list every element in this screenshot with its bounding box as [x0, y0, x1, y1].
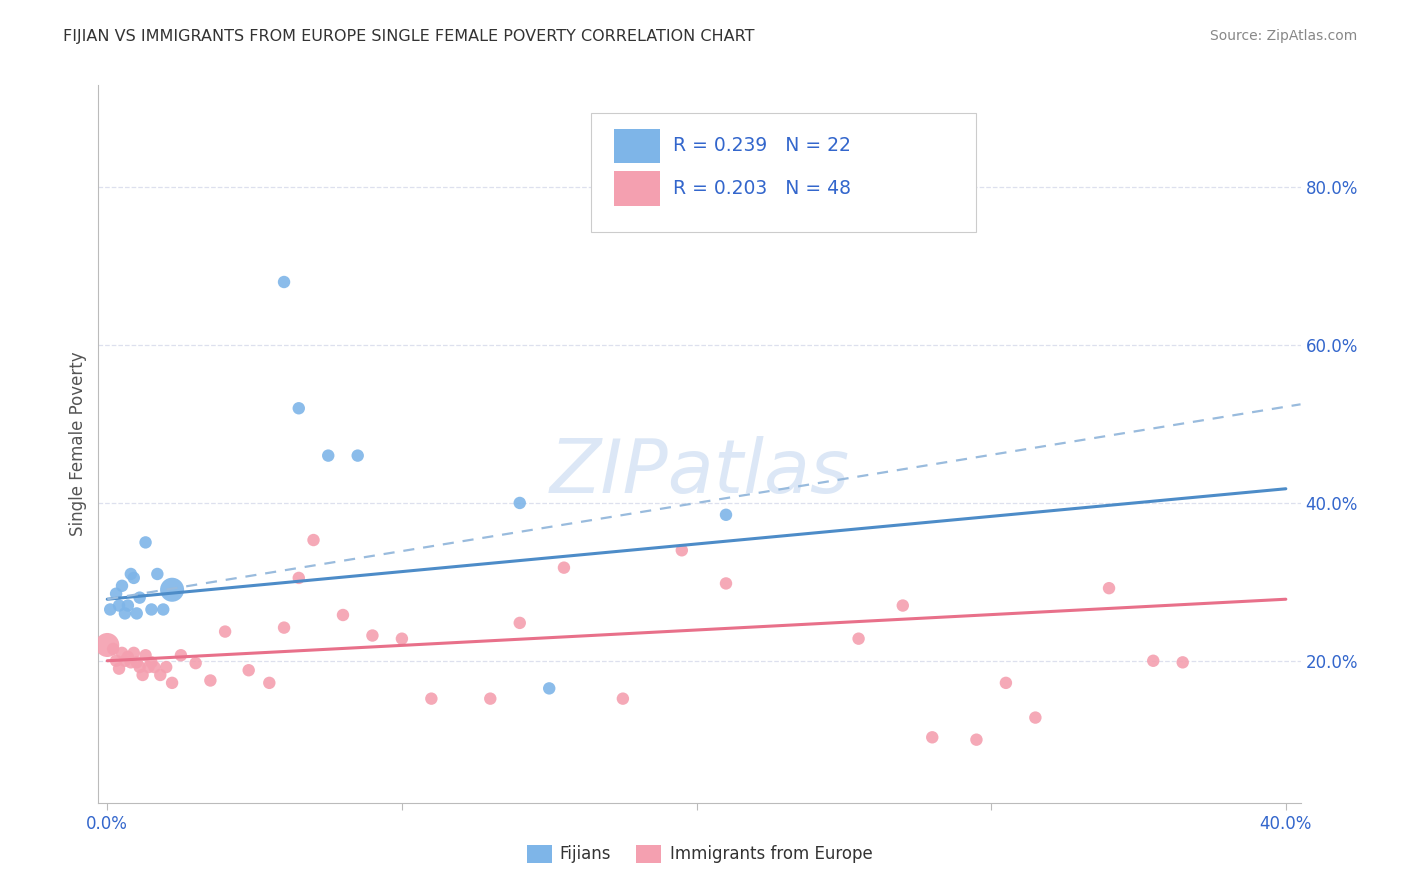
Point — [1098, 581, 1121, 595]
Point — [141, 656, 163, 670]
Point — [685, 219, 707, 234]
Point — [114, 654, 136, 668]
Point — [170, 648, 193, 663]
Point — [965, 732, 987, 747]
Point — [714, 576, 737, 591]
Point — [128, 591, 150, 605]
Point — [509, 496, 531, 510]
Point — [420, 691, 443, 706]
Point — [273, 275, 295, 289]
Point — [361, 628, 384, 642]
Point — [125, 656, 148, 670]
Point — [146, 566, 169, 581]
Point — [994, 676, 1017, 690]
Point — [671, 543, 693, 558]
Point — [96, 638, 118, 652]
Point — [214, 624, 236, 639]
Point — [332, 607, 354, 622]
Point — [848, 632, 870, 646]
Point — [117, 649, 139, 664]
Y-axis label: Single Female Poverty: Single Female Poverty — [69, 351, 87, 536]
Text: R = 0.203   N = 48: R = 0.203 N = 48 — [673, 178, 851, 198]
Point — [200, 673, 222, 688]
Point — [891, 599, 914, 613]
Point — [1171, 656, 1194, 670]
Point — [111, 579, 134, 593]
Legend: Fijians, Immigrants from Europe: Fijians, Immigrants from Europe — [520, 838, 879, 870]
Point — [143, 660, 166, 674]
Point — [316, 449, 339, 463]
Point — [273, 621, 295, 635]
Point — [391, 632, 413, 646]
Point — [108, 662, 131, 676]
Point — [122, 646, 145, 660]
Point — [98, 602, 121, 616]
Point — [184, 656, 207, 670]
Point — [101, 642, 124, 657]
FancyBboxPatch shape — [614, 128, 659, 163]
Point — [259, 676, 281, 690]
Point — [149, 668, 172, 682]
Point — [714, 508, 737, 522]
Point — [138, 660, 160, 674]
Text: FIJIAN VS IMMIGRANTS FROM EUROPE SINGLE FEMALE POVERTY CORRELATION CHART: FIJIAN VS IMMIGRANTS FROM EUROPE SINGLE … — [63, 29, 755, 45]
Point — [160, 582, 183, 597]
Point — [160, 676, 183, 690]
Point — [105, 654, 128, 668]
Point — [120, 656, 142, 670]
Text: ZIPatlas: ZIPatlas — [550, 436, 849, 508]
Point — [108, 599, 131, 613]
Point — [117, 599, 139, 613]
Point — [612, 691, 634, 706]
Text: Source: ZipAtlas.com: Source: ZipAtlas.com — [1209, 29, 1357, 44]
Point — [135, 535, 157, 549]
Point — [287, 571, 309, 585]
Point — [538, 681, 561, 696]
Point — [509, 615, 531, 630]
FancyBboxPatch shape — [592, 113, 976, 232]
Point — [346, 449, 368, 463]
Point — [152, 602, 174, 616]
Point — [105, 587, 128, 601]
Point — [921, 731, 943, 745]
Point — [131, 668, 153, 682]
Point — [120, 566, 142, 581]
Point — [111, 646, 134, 660]
Point — [155, 660, 177, 674]
Point — [122, 571, 145, 585]
Point — [128, 660, 150, 674]
Point — [125, 607, 148, 621]
Point — [302, 533, 325, 547]
Point — [238, 663, 260, 677]
Point — [287, 401, 309, 416]
Point — [1024, 710, 1046, 724]
FancyBboxPatch shape — [614, 171, 659, 205]
Point — [553, 560, 575, 574]
Text: R = 0.239   N = 22: R = 0.239 N = 22 — [673, 136, 851, 155]
Point — [141, 602, 163, 616]
Point — [1142, 654, 1164, 668]
Point — [479, 691, 502, 706]
Point — [135, 648, 157, 663]
Point — [114, 607, 136, 621]
